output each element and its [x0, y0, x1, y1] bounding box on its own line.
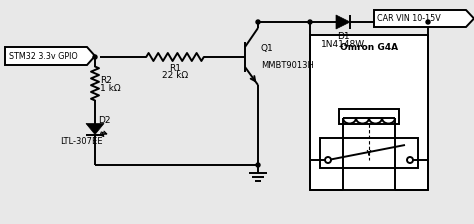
Text: R2: R2 [100, 76, 112, 85]
Circle shape [256, 163, 260, 167]
Text: MMBT9013H: MMBT9013H [261, 61, 314, 70]
Text: Q1: Q1 [261, 44, 274, 53]
Bar [339, 110, 399, 124]
Text: D2: D2 [98, 116, 110, 125]
Circle shape [308, 20, 312, 24]
Text: 1N4148W: 1N4148W [321, 40, 365, 49]
Text: 1 kΩ: 1 kΩ [100, 84, 120, 93]
Polygon shape [374, 10, 474, 27]
Text: Omron G4A: Omron G4A [340, 43, 398, 52]
Text: D1: D1 [337, 32, 349, 41]
Circle shape [426, 20, 430, 24]
Text: 22 kΩ: 22 kΩ [162, 71, 188, 80]
Bar [320, 138, 418, 168]
Circle shape [93, 55, 97, 59]
Text: CAR VIN 10-15V: CAR VIN 10-15V [377, 14, 441, 23]
Polygon shape [336, 15, 350, 29]
Circle shape [407, 157, 413, 163]
Text: LTL-307EE: LTL-307EE [60, 136, 102, 146]
Circle shape [325, 157, 331, 163]
Text: R1: R1 [169, 64, 181, 73]
Polygon shape [5, 47, 95, 65]
Polygon shape [86, 123, 104, 134]
Text: STM32 3.3v GPIO: STM32 3.3v GPIO [9, 52, 78, 60]
Bar [310, 35, 428, 190]
Circle shape [256, 20, 260, 24]
